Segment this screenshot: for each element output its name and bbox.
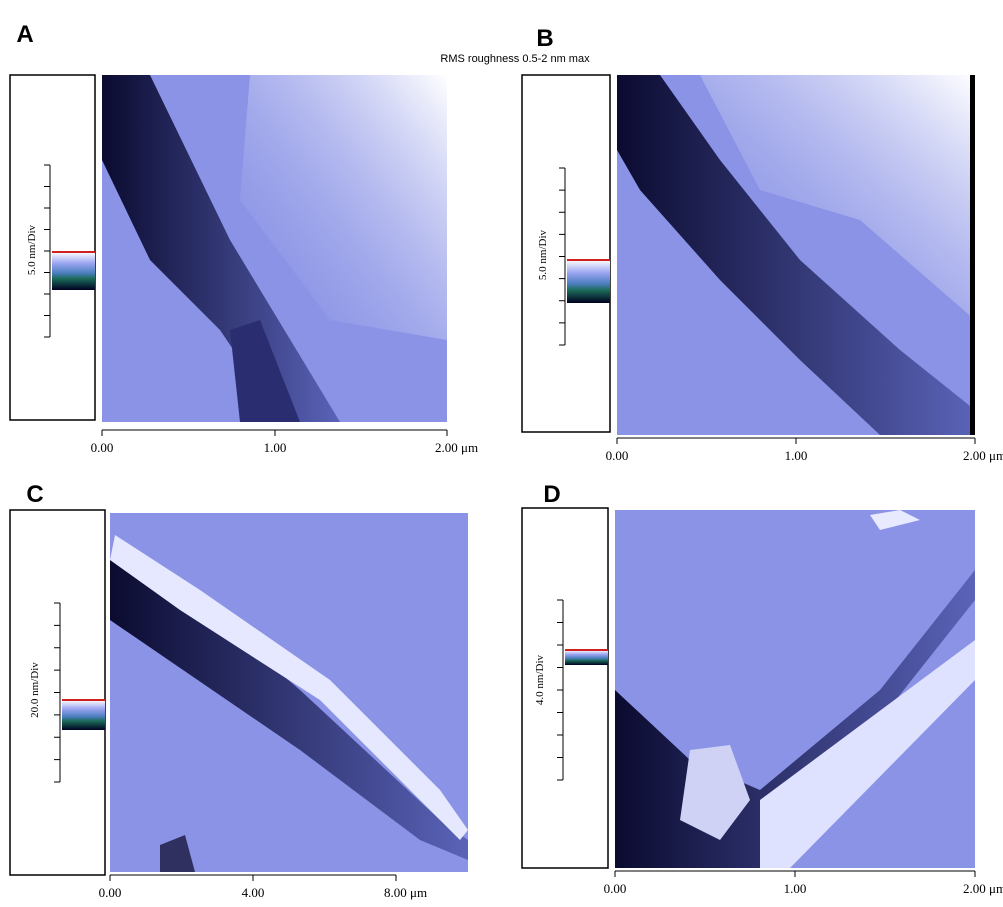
x-tick-label: 0.00: [99, 885, 122, 900]
scale-label: 5.0 nm/Div: [26, 224, 38, 275]
x-tick-label: 1.00: [785, 448, 808, 463]
afm-feature: [680, 745, 750, 840]
x-tick-label: 4.00: [242, 885, 265, 900]
afm-feature: [160, 835, 195, 872]
afm-feature: [760, 640, 975, 868]
scale-box: [521, 74, 611, 433]
scale-box: [521, 507, 609, 869]
scale-box: [9, 74, 96, 421]
x-tick-label: 0.00: [606, 448, 629, 463]
afm-feature: [110, 535, 468, 840]
x-tick-label: 8.00 μm: [384, 885, 427, 900]
afm-feature: [230, 320, 300, 422]
scale-label: 5.0 nm/Div: [537, 229, 549, 280]
x-tick-label: 1.00: [264, 440, 287, 455]
afm-feature: [110, 560, 468, 860]
afm-feature: [700, 75, 975, 320]
color-bar: [62, 700, 105, 730]
x-tick-label: 1.00: [784, 881, 807, 896]
afm-feature: [617, 75, 975, 435]
scale-label: 20.0 nm/Div: [29, 662, 41, 718]
afm-feature: [102, 75, 340, 422]
x-tick-label: 0.00: [604, 881, 627, 896]
x-tick-label: 2.00 μm: [963, 881, 1003, 896]
panel-label: A: [16, 21, 33, 48]
x-tick-label: 0.00: [91, 440, 114, 455]
x-tick-label: 2.00 μm: [435, 440, 478, 455]
color-bar: [565, 650, 608, 665]
color-bar: [567, 260, 610, 303]
color-bar: [52, 252, 95, 290]
afm-feature: [240, 75, 447, 340]
panel-label: C: [26, 481, 43, 508]
scale-label: 4.0 nm/Div: [534, 654, 546, 705]
figure-title: RMS roughness 0.5-2 nm max: [440, 53, 590, 65]
panel-label: D: [543, 481, 560, 508]
x-tick-label: 2.00 μm: [963, 448, 1003, 463]
afm-feature: [870, 510, 920, 530]
afm-feature: [970, 75, 975, 435]
panel-label: B: [536, 25, 553, 52]
